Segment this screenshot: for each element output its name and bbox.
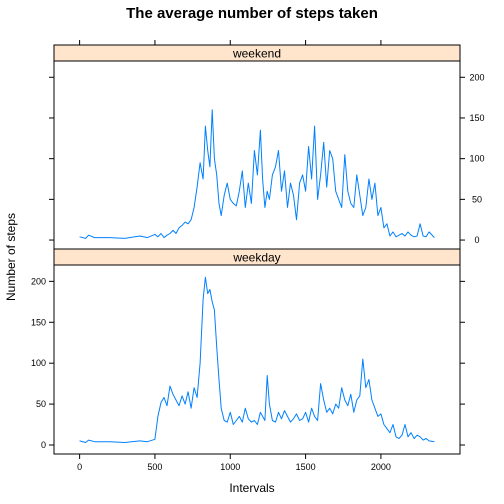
y-tick-label-weekday-200: 200 <box>31 276 46 286</box>
y-tick-label-weekday-100: 100 <box>31 358 46 368</box>
x-tick-label-500: 500 <box>147 462 162 472</box>
panel-weekday: weekday 0 50 100 150 200 0 500 1000 1500 2000 <box>31 248 465 472</box>
y-tick-label-weekday-0: 0 <box>41 440 46 450</box>
y-axis-label: Number of steps <box>4 213 18 301</box>
chart-title: The average number of steps taken <box>126 5 378 22</box>
y-tick-label-weekend-200: 200 <box>469 72 484 82</box>
y-tick-label-weekday-150: 150 <box>31 317 46 327</box>
y-tick-label-weekday-50: 50 <box>36 399 46 409</box>
y-tick-label-weekend-50: 50 <box>472 194 482 204</box>
panel-weekend: weekend 0 50 100 150 200 <box>49 40 485 250</box>
y-tick-label-weekend-0: 0 <box>474 235 479 245</box>
x-tick-label-1000: 1000 <box>220 462 240 472</box>
x-tick-label-0: 0 <box>77 462 82 472</box>
x-tick-label-2000: 2000 <box>371 462 391 472</box>
y-axis-weekday: 0 50 100 150 200 <box>31 276 465 450</box>
series-line-weekday <box>79 276 435 443</box>
x-axis-top-ticks <box>79 40 382 45</box>
frame-weekend <box>53 60 461 250</box>
frame-weekday <box>53 264 461 455</box>
x-axis-label: Intervals <box>229 481 274 495</box>
x-tick-label-1500: 1500 <box>296 462 316 472</box>
y-tick-label-weekend-100: 100 <box>469 154 484 164</box>
y-tick-label-weekend-150: 150 <box>469 113 484 123</box>
strip-label-weekend: weekend <box>232 47 281 61</box>
strip-label-weekday: weekday <box>232 251 280 265</box>
series-line-weekend <box>79 109 435 239</box>
x-axis-bottom: 0 500 1000 1500 2000 <box>77 454 391 472</box>
y-axis-weekend: 0 50 100 150 200 <box>49 72 485 245</box>
